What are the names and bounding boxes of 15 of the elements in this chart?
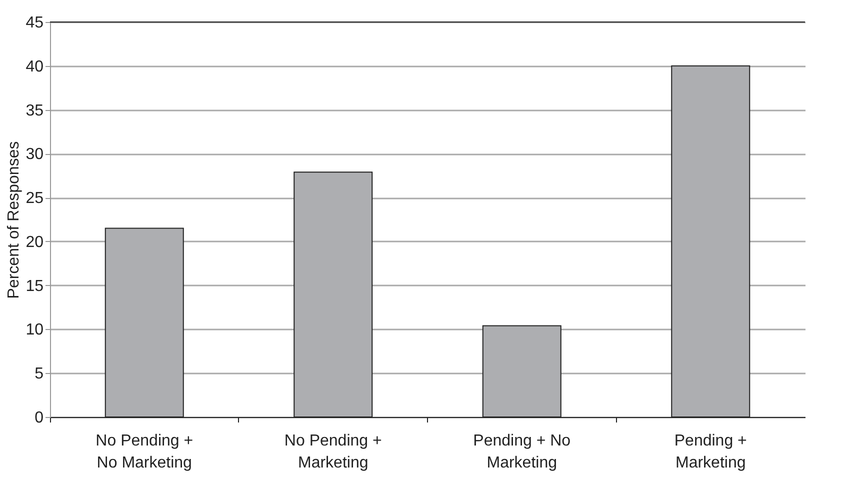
y-tick-label: 15	[26, 278, 44, 295]
y-tick-label: 30	[26, 146, 44, 164]
y-tick-label: 40	[26, 58, 44, 76]
y-tick-label: 0	[34, 410, 44, 426]
x-tick-label: Pending + No Marketing	[473, 432, 571, 472]
x-tick-label: No Pending + Marketing	[284, 432, 382, 472]
y-tick-label: 20	[26, 234, 44, 251]
y-tick-label: 35	[26, 102, 44, 120]
y-tick-label: 45	[26, 14, 44, 32]
y-tick-label: 25	[26, 190, 44, 208]
x-tick-label: Pending + Marketing	[674, 432, 747, 472]
y-axis-title: Percent of Responses	[6, 141, 23, 299]
y-tick-label: 10	[26, 322, 44, 339]
y-tick-label: 5	[34, 366, 44, 383]
x-tick-label: No Pending + No Marketing	[96, 432, 194, 472]
